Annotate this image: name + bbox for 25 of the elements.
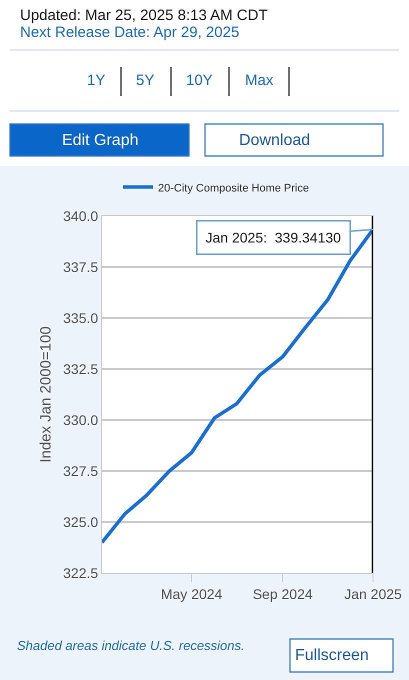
text: Max <box>245 72 274 89</box>
text: Download <box>239 132 310 149</box>
legend-label: 20-City Composite Home Price <box>158 182 309 194</box>
y-tick-label: 335.0 <box>63 310 98 326</box>
y-axis-title: Index Jan 2000=100 <box>37 326 54 463</box>
text: 10Y <box>186 72 213 89</box>
annotation: Jan 2025: 339.34130 <box>206 230 342 246</box>
text: Shaded areas indicate U.S. recessions. <box>17 638 245 653</box>
y-tick-label: 322.5 <box>63 564 98 581</box>
y-tick-label: 337.5 <box>63 258 98 275</box>
y-tick-label: 340.0 <box>63 208 98 224</box>
x-tick-label: Jan 2025 <box>344 586 402 602</box>
y-tick-label: 325.0 <box>63 514 98 530</box>
y-tick-label: 327.5 <box>63 462 98 479</box>
x-tick-label: Sep 2024 <box>252 586 313 602</box>
line-series <box>102 228 373 544</box>
text: 1Y <box>87 72 106 89</box>
y-tick-label: 330.0 <box>63 412 98 428</box>
text: Fullscreen <box>295 647 369 664</box>
x-tick-label: May 2024 <box>160 586 223 602</box>
text: 5Y <box>136 72 154 89</box>
text: Next Release Date: Apr 29, 2025 <box>20 24 240 41</box>
y-tick-label: 332.5 <box>63 360 98 377</box>
text: Updated: Mar 25, 2025 8:13 AM CDT <box>20 7 268 24</box>
text: Edit Graph <box>62 132 138 149</box>
